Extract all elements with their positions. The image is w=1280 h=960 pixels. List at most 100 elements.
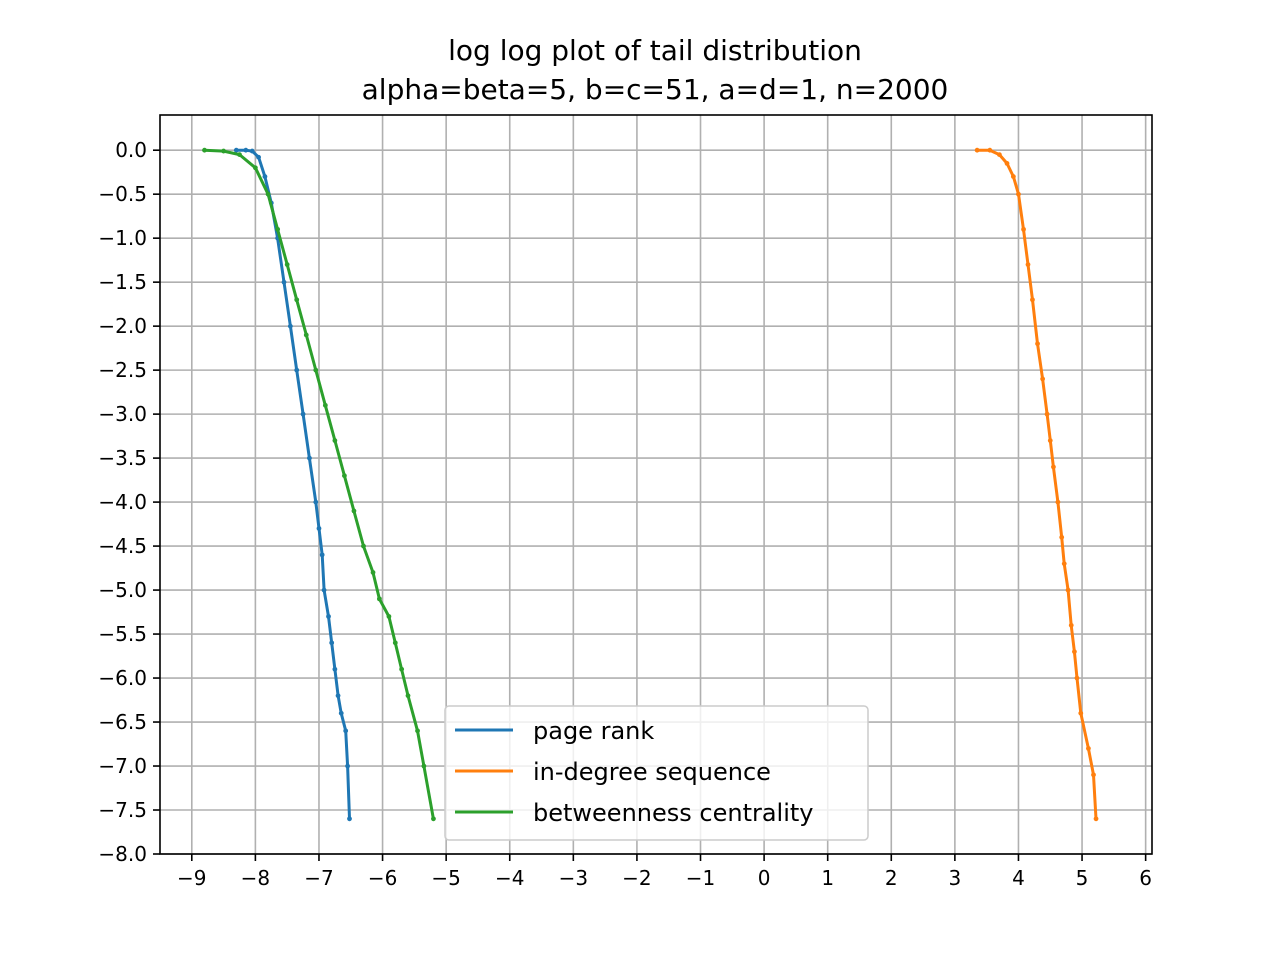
data-point-in-degree-sequence (1078, 710, 1084, 716)
data-point-page-rank (332, 666, 338, 672)
data-point-page-rank (319, 552, 325, 558)
x-tick-label: −6 (368, 866, 397, 890)
data-point-betweenness-centrality (351, 508, 357, 514)
data-point-in-degree-sequence (996, 152, 1002, 157)
y-tick-label: −2.5 (98, 358, 147, 382)
data-point-page-rank (294, 367, 300, 373)
data-point-page-rank (347, 816, 352, 822)
y-tick-label: −2.0 (98, 314, 147, 338)
y-tick-label: −3.0 (98, 402, 147, 426)
legend-label-page-rank: page rank (533, 717, 654, 745)
x-tick-label: 6 (1139, 866, 1152, 890)
data-point-page-rank (249, 148, 255, 154)
data-point-in-degree-sequence (1040, 376, 1046, 382)
data-point-betweenness-centrality (322, 402, 328, 408)
data-point-betweenness-centrality (332, 438, 338, 443)
data-point-page-rank (262, 174, 268, 179)
series-in-degree-sequence (974, 147, 1099, 822)
x-tick-label: −1 (686, 866, 715, 890)
data-point-betweenness-centrality (303, 332, 309, 338)
data-point-betweenness-centrality (237, 152, 242, 157)
series-page-rank (233, 147, 352, 822)
x-tick-label: −7 (304, 866, 333, 890)
data-point-betweenness-centrality (252, 165, 258, 171)
data-point-betweenness-centrality (399, 666, 405, 672)
data-point-page-rank (281, 279, 287, 285)
data-point-in-degree-sequence (1074, 675, 1080, 681)
series-line-page-rank (234, 148, 351, 821)
data-point-page-rank (233, 147, 239, 153)
data-point-in-degree-sequence (1025, 262, 1031, 267)
data-point-betweenness-centrality (265, 191, 271, 197)
y-tick-label: 0.0 (115, 138, 147, 162)
y-tick-label: −7.5 (98, 798, 147, 822)
x-tick-label: −3 (559, 866, 588, 890)
x-tick-label: −5 (431, 866, 460, 890)
series-line-betweenness-centrality (203, 148, 435, 821)
y-tick-label: −1.5 (98, 270, 147, 294)
data-point-page-rank (316, 526, 322, 531)
data-point-page-rank (256, 154, 261, 160)
data-point-betweenness-centrality (284, 262, 290, 267)
x-tick-label: 5 (1076, 866, 1089, 890)
data-point-in-degree-sequence (1030, 297, 1035, 303)
data-point-in-degree-sequence (1055, 499, 1061, 505)
chart-subtitle: alpha=beta=5, b=c=51, a=d=1, n=2000 (362, 73, 949, 106)
data-point-betweenness-centrality (431, 816, 436, 822)
data-point-in-degree-sequence (1035, 341, 1040, 347)
data-point-betweenness-centrality (361, 543, 366, 549)
data-point-page-rank (345, 763, 350, 769)
data-point-betweenness-centrality (313, 367, 319, 373)
data-point-betweenness-centrality (405, 693, 411, 699)
data-point-in-degree-sequence (1091, 772, 1096, 778)
legend: page rank in-degree sequence betweenness… (444, 705, 869, 841)
y-tick-label: −0.5 (98, 182, 147, 206)
y-tick-label: −4.5 (98, 534, 147, 558)
data-point-betweenness-centrality (415, 728, 420, 734)
y-tick-label: −1.0 (98, 226, 147, 250)
data-point-betweenness-centrality (376, 596, 382, 602)
x-tick-label: 4 (1012, 866, 1025, 890)
data-point-in-degree-sequence (1061, 561, 1067, 567)
data-point-in-degree-sequence (1016, 191, 1021, 197)
y-tick-label: −8.0 (98, 842, 147, 866)
data-point-in-degree-sequence (1093, 816, 1099, 822)
y-tick-label: −3.5 (98, 446, 147, 470)
data-point-betweenness-centrality (386, 614, 392, 619)
data-point-in-degree-sequence (974, 147, 980, 153)
y-tick-label: −6.0 (98, 666, 147, 690)
data-point-in-degree-sequence (1068, 622, 1074, 628)
data-point-in-degree-sequence (1021, 226, 1026, 232)
y-tick-label: −5.5 (98, 622, 147, 646)
data-point-in-degree-sequence (1059, 534, 1065, 540)
chart-title: log log plot of tail distribution (448, 34, 862, 67)
data-point-page-rank (329, 640, 335, 646)
data-point-in-degree-sequence (1051, 464, 1056, 470)
legend-label-betweenness-centrality: betweenness centrality (533, 799, 814, 827)
legend-box (444, 705, 869, 841)
data-point-betweenness-centrality (294, 297, 300, 303)
y-tick-label: −7.0 (98, 754, 147, 778)
data-point-in-degree-sequence (1010, 174, 1016, 179)
data-point-in-degree-sequence (1044, 411, 1050, 417)
y-tick-label: −6.5 (98, 710, 147, 734)
data-point-betweenness-centrality (275, 226, 281, 232)
x-tick-label: −9 (177, 866, 206, 890)
y-tick-label: −4.0 (98, 490, 147, 514)
data-point-in-degree-sequence (1086, 746, 1091, 751)
data-point-page-rank (343, 728, 349, 734)
data-point-betweenness-centrality (221, 148, 226, 154)
data-point-page-rank (335, 693, 341, 699)
legend-label-in-degree-sequence: in-degree sequence (533, 758, 771, 786)
axes-ticks: −9 −8 −7 −6 −5 −4 −3 −2 −1 0 1 2 3 4 5 6 0.0 −0.5 −1.0 −1.5… (98, 138, 1152, 890)
data-point-betweenness-centrality (421, 763, 427, 769)
data-point-betweenness-centrality (370, 570, 376, 575)
data-point-in-degree-sequence (1072, 649, 1077, 655)
x-tick-label: −8 (241, 866, 270, 890)
data-point-page-rank (300, 411, 306, 417)
data-point-in-degree-sequence (1047, 438, 1053, 443)
plot-series (202, 147, 1099, 822)
data-point-in-degree-sequence (987, 147, 993, 153)
data-point-in-degree-sequence (1065, 587, 1071, 593)
